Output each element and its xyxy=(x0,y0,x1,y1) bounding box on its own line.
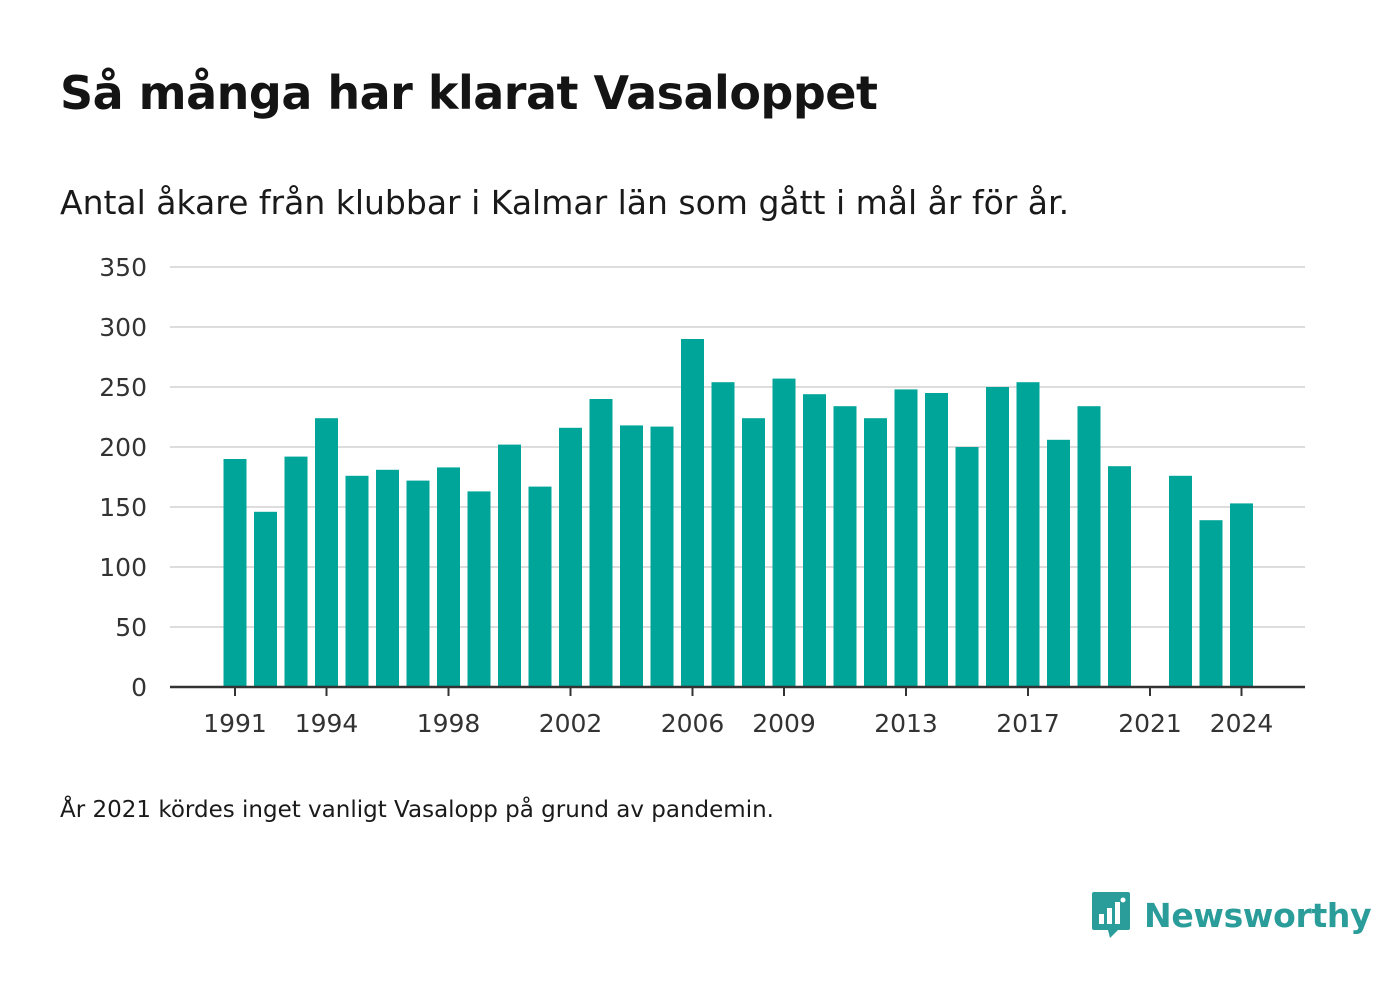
grid-lines xyxy=(170,266,1305,628)
x-axis: 1991 1994 1998 2002 2006 2009 2013 2017 2021 2024 xyxy=(170,685,1305,738)
bar-2011: 2011: 234 xyxy=(833,406,857,687)
bar-2019: 2019: 234 xyxy=(1077,406,1101,687)
bar-2008: 2008: 224 xyxy=(742,418,765,687)
y-axis-tick-labels: 0 50 100 150 200 250 300 350 xyxy=(99,253,147,702)
x-tick-label: 2009 xyxy=(752,709,816,738)
bar-1998: 1998: 183 xyxy=(437,467,460,687)
x-tick-label: 2013 xyxy=(874,709,938,738)
bar-1996: 1996: 181 xyxy=(376,469,399,687)
y-tick-label: 300 xyxy=(99,313,147,342)
bar-2003: 2003: 240 xyxy=(589,399,613,687)
y-tick-label: 150 xyxy=(99,493,147,522)
bar-2014: 2014: 245 xyxy=(925,393,948,687)
bar-2017: 2017: 254 xyxy=(1016,382,1040,687)
bar-1997: 1997: 172 xyxy=(406,480,430,687)
x-tick-label: 2024 xyxy=(1210,709,1274,738)
bar-2012: 2012: 224 xyxy=(864,418,887,687)
x-tick-label: 1991 xyxy=(203,709,267,738)
y-tick-label: 200 xyxy=(99,433,147,462)
bar-2007: 2007: 254 xyxy=(711,382,735,687)
bar-2024: 2024: 153 xyxy=(1230,503,1253,687)
bar-2013: 2013: 248 xyxy=(894,389,918,687)
chart-title: Så många har klarat Vasaloppet xyxy=(60,66,878,120)
y-tick-label: 0 xyxy=(131,673,147,702)
bar-2018: 2018: 206 xyxy=(1047,439,1070,687)
bar-1992: 1992: 146 xyxy=(254,511,277,687)
brand-name: Newsworthy xyxy=(1144,895,1372,935)
footnote: År 2021 kördes inget vanligt Vasalopp på… xyxy=(60,797,774,823)
chart-subtitle: Antal åkare från klubbar i Kalmar län so… xyxy=(60,183,1070,222)
bar-2023: 2023: 139 xyxy=(1199,520,1223,687)
x-tick-label: 2002 xyxy=(539,709,603,738)
y-tick-label: 350 xyxy=(99,253,147,282)
x-tick-label: 2006 xyxy=(661,709,725,738)
bar-2022: 2022: 176 xyxy=(1169,475,1192,687)
bar-2016: 2016: 250 xyxy=(986,387,1009,687)
bars: 1991: 190 1992: 146 1993: 192 1994: 224 1995… xyxy=(223,339,1253,687)
y-tick-label: 100 xyxy=(99,553,147,582)
y-tick-label: 50 xyxy=(115,613,147,642)
bar-chart: 0 50 100 150 200 250 300 350 1991: 190 1992: 146… xyxy=(99,253,1305,738)
x-tick-label: 2017 xyxy=(996,709,1060,738)
bar-1999: 1999: 163 xyxy=(467,491,491,687)
bar-2009: 2009: 257 xyxy=(772,378,796,687)
bar-2002: 2002: 216 xyxy=(559,427,582,687)
bar-2000: 2000: 202 xyxy=(498,444,521,687)
bar-2020: 2020: 184 xyxy=(1108,466,1131,687)
bar-1991: 1991: 190 xyxy=(223,459,247,687)
bar-1995: 1995: 176 xyxy=(345,475,369,687)
bar-1994: 1994: 224 xyxy=(315,418,338,687)
bar-1993: 1993: 192 xyxy=(284,456,308,687)
x-tick-label: 1998 xyxy=(417,709,481,738)
bar-2001: 2001: 167 xyxy=(528,486,552,687)
y-tick-label: 250 xyxy=(99,373,147,402)
bar-2004: 2004: 218 xyxy=(620,425,643,687)
bar-2005: 2005: 217 xyxy=(650,426,674,687)
x-tick-label: 1994 xyxy=(295,709,359,738)
x-tick-label: 2021 xyxy=(1118,709,1182,738)
bar-2015: 2015: 200 xyxy=(955,447,979,687)
bar-2006: 2006: 290 xyxy=(681,339,704,687)
bar-2010: 2010: 244 xyxy=(803,394,826,687)
bar-chart-speech-bubble-icon xyxy=(1092,892,1130,938)
brand-logo: Newsworthy xyxy=(1090,890,1372,940)
